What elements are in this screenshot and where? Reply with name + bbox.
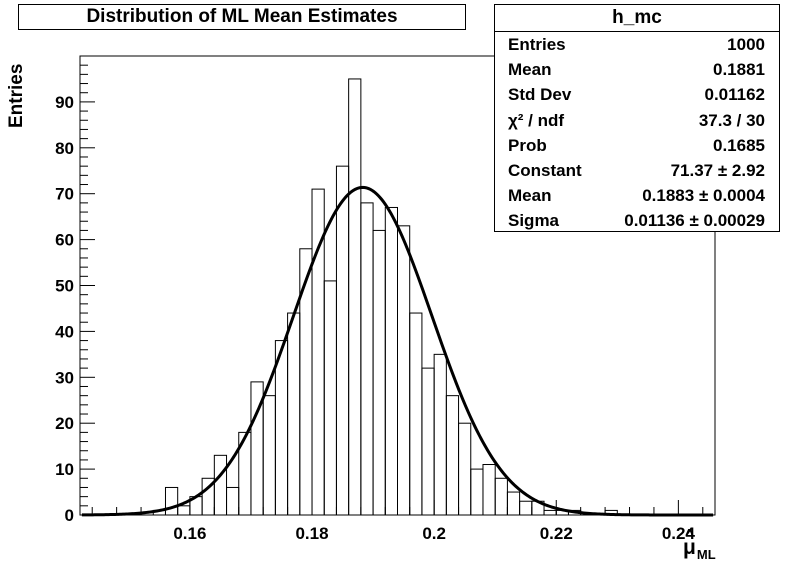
stats-row: Mean 0.1881 <box>495 57 779 82</box>
histogram-bin <box>213 454 228 516</box>
histogram-bin <box>482 464 496 516</box>
y-tick-label: 70 <box>55 185 74 204</box>
histogram-bin <box>494 477 508 516</box>
y-tick-label: 50 <box>55 277 74 296</box>
stats-row: Prob 0.1685 <box>495 133 779 158</box>
y-tick-label: 90 <box>55 93 74 112</box>
histogram-bin <box>506 491 521 516</box>
histogram-bin <box>445 395 460 516</box>
fit-curve <box>81 185 714 517</box>
histogram-bin <box>274 340 289 516</box>
stats-key: Mean <box>508 186 552 206</box>
y-axis-label: Entries <box>6 64 28 128</box>
histogram-bin <box>409 312 423 516</box>
histogram-bin <box>360 202 374 516</box>
stats-value: 71.37 ± 2.92 <box>670 160 765 180</box>
x-axis-label-main: μ <box>683 536 696 559</box>
histogram-bin <box>177 505 191 516</box>
stats-key: Std Dev <box>508 85 572 105</box>
x-tick-label: 0.22 <box>540 524 573 543</box>
y-tick-label: 40 <box>55 322 74 341</box>
stats-row: Entries 1000 <box>495 32 779 57</box>
histogram-bin <box>384 206 398 516</box>
histogram-bin <box>458 422 472 516</box>
histogram-bin <box>433 353 447 516</box>
histogram-bin <box>372 229 386 516</box>
y-tick-label: 10 <box>55 460 74 479</box>
stats-key: Prob <box>508 135 547 155</box>
stats-key: χ² / ndf <box>508 110 565 130</box>
x-axis-label: ^ μML <box>683 526 716 562</box>
histogram-bin <box>543 509 557 516</box>
stats-key: Mean <box>508 60 552 80</box>
y-tick-label: 80 <box>55 139 74 158</box>
y-tick-label: 60 <box>55 231 74 250</box>
histogram-bin <box>335 165 350 516</box>
stats-value: 0.1883 ± 0.0004 <box>642 186 765 206</box>
y-tick-label: 30 <box>55 368 74 387</box>
x-axis-label-subscript: ML <box>696 547 716 562</box>
stats-histogram-name: h_mc <box>612 7 662 28</box>
histogram-bin <box>262 395 276 516</box>
stats-row: χ² / ndf 37.3 / 30 <box>495 108 779 133</box>
stats-header: h_mc <box>495 5 779 32</box>
stats-row: Constant 71.37 ± 2.92 <box>495 158 779 183</box>
histogram-bin <box>397 225 411 516</box>
histogram-bin <box>470 468 484 516</box>
y-tick-label: 0 <box>65 506 74 525</box>
stats-row: Mean 0.1883 ± 0.0004 <box>495 183 779 208</box>
stats-value: 0.1685 <box>713 135 765 155</box>
y-axis-label-text: Entries <box>6 63 27 128</box>
chart-title: Distribution of ML Mean Estimates <box>18 4 466 30</box>
stats-value: 0.01162 <box>704 85 765 105</box>
stats-value: 0.1881 <box>713 60 765 80</box>
y-tick-label: 20 <box>55 414 74 433</box>
stats-value: 1000 <box>727 35 765 54</box>
stats-row: Std Dev 0.01162 <box>495 82 779 107</box>
histogram-bin <box>519 500 533 516</box>
histogram-bin <box>323 280 337 516</box>
x-tick-label: 0.18 <box>295 524 328 543</box>
hat-accent: ^ <box>685 526 694 543</box>
stats-box: h_mc Entries 1000 Mean 0.1881 Std Dev 0.… <box>494 4 780 232</box>
histogram-bin <box>348 78 362 516</box>
histogram-bin <box>287 312 301 516</box>
stats-key: Entries <box>508 35 566 54</box>
histogram-bin <box>421 367 435 516</box>
chart-title-text: Distribution of ML Mean Estimates <box>86 6 398 27</box>
stats-key: Constant <box>508 160 582 180</box>
x-tick-label: 0.16 <box>173 524 206 543</box>
x-tick-label: 0.2 <box>422 524 446 543</box>
histogram-bin <box>226 486 240 516</box>
stats-value: 0.01136 ± 0.00029 <box>624 211 765 231</box>
stats-row: Sigma 0.01136 ± 0.00029 <box>495 208 779 233</box>
x-tick-label: 0.24 <box>662 524 696 543</box>
stats-key: Sigma <box>508 211 560 231</box>
histogram-bin <box>164 486 179 516</box>
stats-value: 37.3 / 30 <box>698 110 765 130</box>
